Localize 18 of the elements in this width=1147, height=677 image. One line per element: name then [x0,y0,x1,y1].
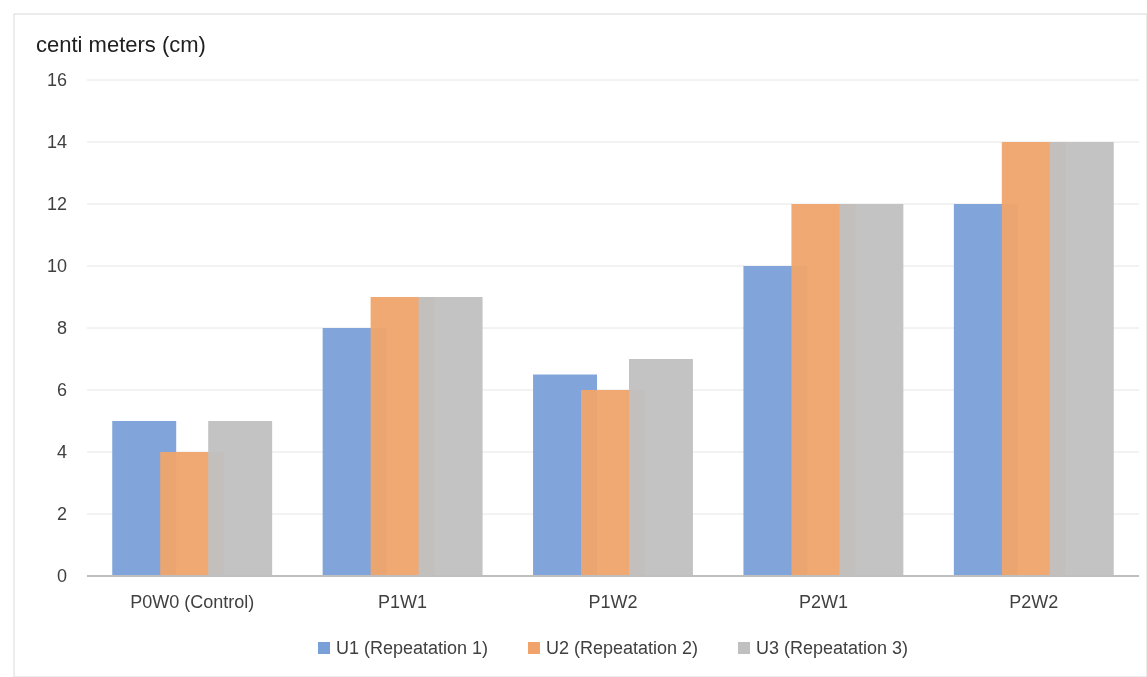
y-tick-label: 14 [46,132,67,153]
y-tick-label: 16 [46,70,67,91]
x-tick-label: P1W2 [588,592,638,612]
y-tick-label: 6 [56,380,67,401]
y-tick-label: 4 [56,442,67,463]
y-tick-label: 12 [46,194,67,215]
y-tick-label: 0 [56,566,67,587]
x-tick-label: P0W0 (Control) [130,592,255,612]
legend-label: U1 (Repeatation 1) [336,638,489,659]
legend-label: U3 (Repeatation 3) [756,638,909,659]
y-tick-label: 10 [46,256,67,277]
y-axis-title: centi meters (cm) [36,32,206,57]
x-tick-label: P2W1 [798,592,848,612]
legend-label: U2 (Repeatation 2) [546,638,699,659]
x-tick-label: P1W1 [378,592,428,612]
y-tick-label: 8 [56,318,67,339]
x-tick-label: P2W2 [1009,592,1059,612]
y-tick-label: 2 [56,504,67,525]
